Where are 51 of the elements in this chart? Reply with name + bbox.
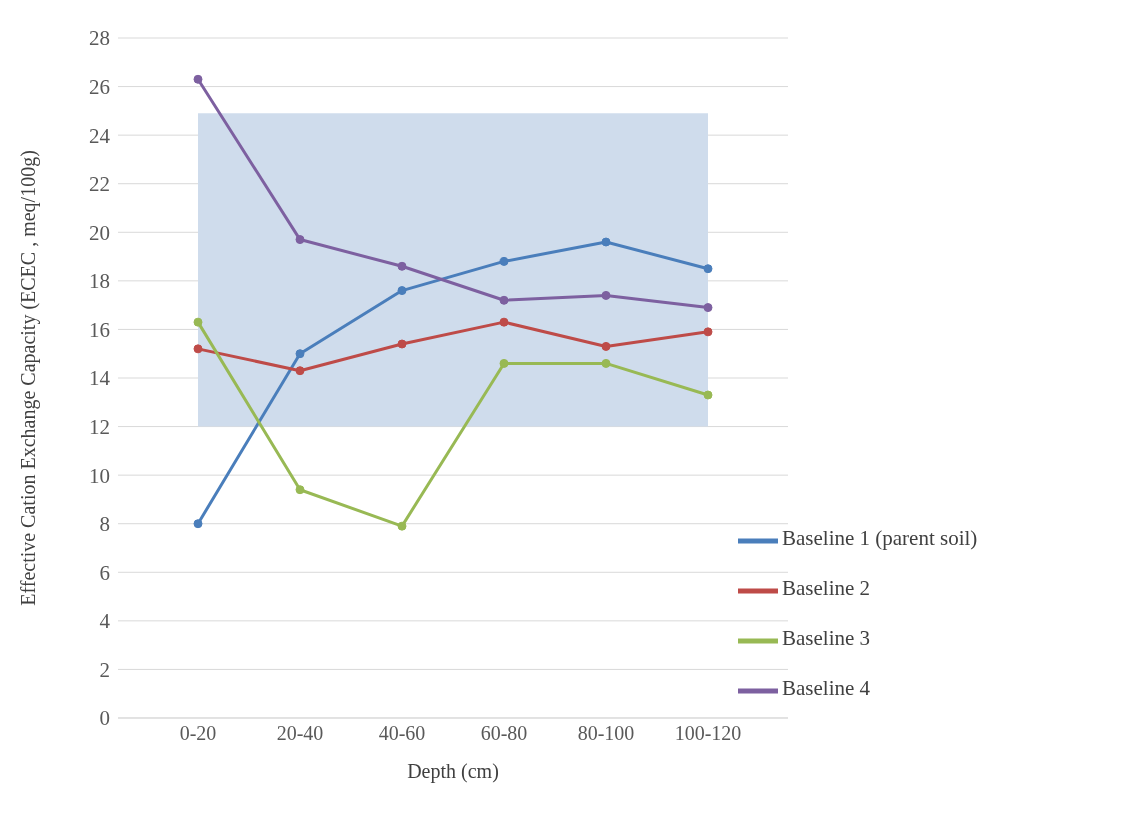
- legend-label: Baseline 3: [782, 626, 871, 650]
- x-axis-title: Depth (cm): [407, 760, 499, 783]
- y-tick-label: 12: [89, 415, 110, 440]
- x-tick-label: 60-80: [480, 722, 528, 745]
- y-tick-label: 4: [99, 609, 111, 634]
- y-tick-label: 18: [89, 269, 110, 294]
- point: [193, 74, 203, 84]
- point: [601, 290, 611, 300]
- point: [295, 235, 305, 245]
- point: [601, 341, 611, 351]
- point: [601, 237, 611, 247]
- y-tick-label: 26: [89, 75, 110, 100]
- point: [397, 261, 407, 271]
- y-tick-label: 2: [99, 657, 110, 682]
- point: [499, 358, 509, 368]
- y-axis-title: Effective Cation Exchange Capacity (ECEC , meq/100g): [17, 150, 41, 606]
- y-tick-label: 22: [89, 172, 110, 197]
- legend-label: Baseline 1 (parent soil): [782, 526, 978, 550]
- point: [703, 327, 713, 337]
- y-tick-label: 24: [89, 123, 111, 148]
- point: [703, 303, 713, 313]
- point: [193, 317, 203, 327]
- x-tick-label: 0-20: [179, 722, 217, 745]
- point: [193, 344, 203, 354]
- legend-label: Baseline 4: [782, 676, 871, 700]
- point: [397, 521, 407, 531]
- y-tick-label: 0: [99, 706, 110, 731]
- x-tick-label: 40-60: [378, 722, 426, 745]
- point: [499, 317, 509, 327]
- y-tick-label: 10: [89, 463, 110, 488]
- y-tick-label: 16: [89, 317, 110, 342]
- point: [295, 366, 305, 376]
- y-tick-label: 20: [89, 220, 110, 245]
- y-tick-label: 8: [99, 512, 110, 537]
- point: [703, 390, 713, 400]
- x-tick-label: 100-120: [674, 722, 742, 745]
- point: [499, 295, 509, 305]
- y-tick-label: 14: [89, 366, 111, 391]
- y-tick-label: 28: [89, 26, 110, 51]
- point: [703, 264, 713, 274]
- point: [601, 358, 611, 368]
- legend-label: Baseline 2: [782, 576, 871, 600]
- y-tick-label: 6: [99, 560, 110, 585]
- point: [295, 485, 305, 495]
- point: [295, 349, 305, 359]
- point: [397, 286, 407, 296]
- x-tick-label: 20-40: [276, 722, 324, 745]
- x-tick-label: 80-100: [577, 722, 635, 745]
- point: [397, 339, 407, 349]
- point: [499, 256, 509, 266]
- point: [193, 519, 203, 529]
